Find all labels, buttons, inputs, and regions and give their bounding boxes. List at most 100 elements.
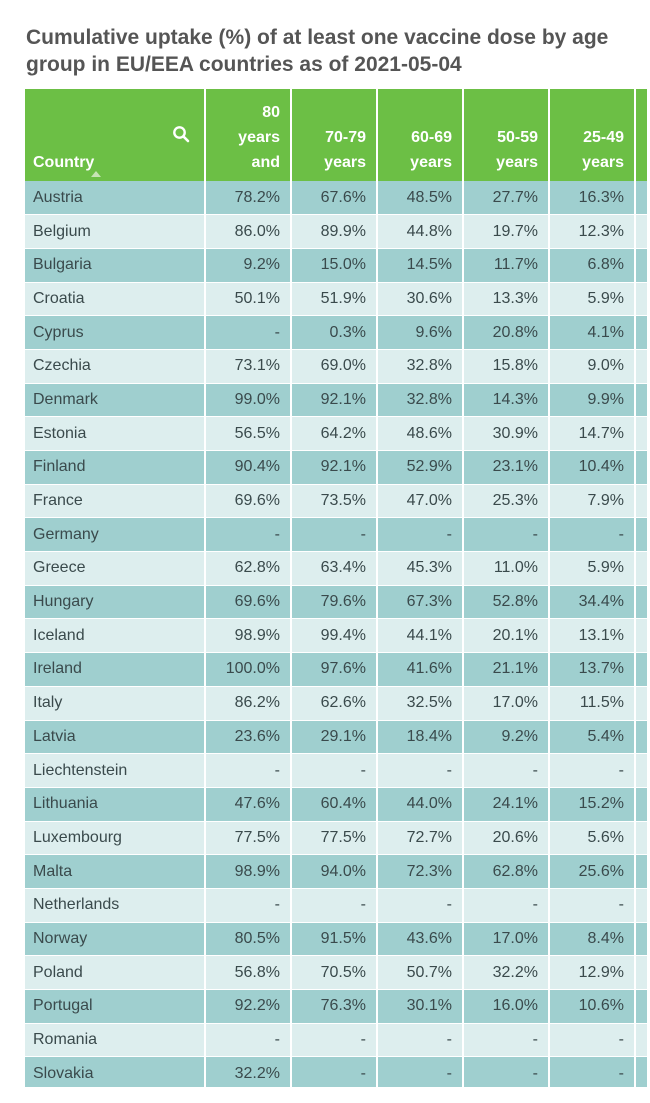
cell-70-79-years: 29.1% — [291, 720, 378, 755]
cell-overflow — [635, 450, 647, 485]
cell-country: Liechtenstein — [25, 753, 206, 788]
cell-country: Malta — [25, 854, 206, 889]
cell-country: Croatia — [25, 282, 206, 317]
cell-60-69-years: 30.6% — [377, 282, 464, 317]
cell-80-years: 98.9% — [205, 854, 292, 889]
column-header-country[interactable]: Country — [25, 89, 206, 181]
cell-60-69-years: 32.5% — [377, 686, 464, 721]
cell-overflow — [635, 517, 647, 553]
table-row: Croatia 50.1% 51.9% 30.6% 13.3% 5.9% — [25, 282, 647, 317]
cell-country: Romania — [25, 1023, 206, 1058]
cell-overflow — [635, 720, 647, 755]
column-header-80-years[interactable]: 80 years and — [205, 89, 292, 181]
vaccine-uptake-table-container[interactable]: Country 80 years and 70-79 years — [25, 89, 647, 1087]
column-header-50-59-years[interactable]: 50-59 years — [463, 89, 550, 181]
cell-country: Germany — [25, 517, 206, 553]
cell-70-79-years: 89.9% — [291, 214, 378, 249]
cell-country: Luxembourg — [25, 821, 206, 856]
cell-25-49-years: 12.9% — [549, 955, 636, 990]
cell-80-years: 86.2% — [205, 686, 292, 721]
cell-80-years: 78.2% — [205, 181, 292, 216]
cell-overflow — [635, 248, 647, 283]
cell-25-49-years: - — [549, 1056, 636, 1087]
cell-60-69-years: 48.5% — [377, 181, 464, 216]
cell-50-59-years: - — [463, 888, 550, 923]
cell-70-79-years: 69.0% — [291, 349, 378, 384]
cell-25-49-years: - — [549, 888, 636, 923]
cell-25-49-years: 10.6% — [549, 989, 636, 1024]
table-row: France 69.6% 73.5% 47.0% 25.3% 7.9% — [25, 484, 647, 519]
cell-60-69-years: 50.7% — [377, 955, 464, 990]
cell-60-69-years: - — [377, 1056, 464, 1087]
cell-70-79-years: 73.5% — [291, 484, 378, 519]
table-row: Germany - - - - - — [25, 517, 647, 553]
cell-80-years: - — [205, 753, 292, 788]
cell-60-69-years: 32.8% — [377, 383, 464, 418]
cell-80-years: - — [205, 888, 292, 923]
cell-50-59-years: - — [463, 1056, 550, 1087]
cell-80-years: 9.2% — [205, 248, 292, 283]
cell-80-years: 90.4% — [205, 450, 292, 485]
column-header-70-79-years-line1: 70-79 — [325, 129, 366, 146]
column-header-25-49-years[interactable]: 25-49 years — [549, 89, 636, 181]
cell-60-69-years: 72.7% — [377, 821, 464, 856]
cell-overflow — [635, 383, 647, 418]
cell-80-years: 86.0% — [205, 214, 292, 249]
cell-overflow — [635, 686, 647, 721]
cell-25-49-years: 5.9% — [549, 551, 636, 586]
cell-60-69-years: 48.6% — [377, 416, 464, 451]
column-header-50-59-years-line2: years — [496, 154, 538, 171]
cell-country: Norway — [25, 922, 206, 957]
cell-50-59-years: 52.8% — [463, 585, 550, 620]
cell-25-49-years: 5.6% — [549, 821, 636, 856]
cell-70-79-years: 94.0% — [291, 854, 378, 889]
cell-25-49-years: - — [549, 1023, 636, 1058]
cell-50-59-years: 20.8% — [463, 315, 550, 350]
cell-60-69-years: 44.1% — [377, 618, 464, 654]
cell-50-59-years: 15.8% — [463, 349, 550, 384]
cell-overflow — [635, 214, 647, 249]
cell-50-59-years: 17.0% — [463, 686, 550, 721]
column-header-50-59-years-line1: 50-59 — [497, 129, 538, 146]
cell-50-59-years: 14.3% — [463, 383, 550, 418]
cell-country: Hungary — [25, 585, 206, 620]
cell-country: Poland — [25, 955, 206, 990]
cell-25-49-years: 25.6% — [549, 854, 636, 889]
column-header-country-label: Country — [33, 154, 95, 171]
cell-80-years: 77.5% — [205, 821, 292, 856]
cell-25-49-years: 5.4% — [549, 720, 636, 755]
cell-country: Austria — [25, 181, 206, 216]
cell-70-79-years: 99.4% — [291, 618, 378, 654]
table-row: Denmark 99.0% 92.1% 32.8% 14.3% 9.9% — [25, 383, 647, 418]
column-header-25-49-years-line1: 25-49 — [583, 129, 624, 146]
table-body: Austria 78.2% 67.6% 48.5% 27.7% 16.3% Belgium 8… — [25, 181, 647, 1087]
cell-overflow — [635, 821, 647, 856]
cell-70-79-years: - — [291, 1023, 378, 1058]
table-row: Liechtenstein - - - - - — [25, 753, 647, 788]
sort-indicator-icon[interactable] — [91, 171, 101, 177]
cell-50-59-years: 27.7% — [463, 181, 550, 216]
table-row: Luxembourg 77.5% 77.5% 72.7% 20.6% 5.6% — [25, 821, 647, 856]
cell-country: Czechia — [25, 349, 206, 384]
cell-25-49-years: 13.7% — [549, 652, 636, 687]
cell-overflow — [635, 484, 647, 519]
cell-country: Portugal — [25, 989, 206, 1024]
cell-50-59-years: 17.0% — [463, 922, 550, 957]
cell-80-years: 47.6% — [205, 787, 292, 822]
column-header-70-79-years[interactable]: 70-79 years — [291, 89, 378, 181]
table-header: Country 80 years and 70-79 years — [25, 89, 647, 181]
cell-country: Slovakia — [25, 1056, 206, 1087]
cell-25-49-years: 11.5% — [549, 686, 636, 721]
cell-50-59-years: 16.0% — [463, 989, 550, 1024]
cell-80-years: 69.6% — [205, 484, 292, 519]
cell-80-years: 50.1% — [205, 282, 292, 317]
table-row: Slovakia 32.2% - - - - — [25, 1056, 647, 1087]
table-row: Iceland 98.9% 99.4% 44.1% 20.1% 13.1% — [25, 618, 647, 654]
cell-80-years: 69.6% — [205, 585, 292, 620]
search-icon[interactable] — [172, 125, 190, 143]
cell-50-59-years: 23.1% — [463, 450, 550, 485]
vaccine-uptake-table: Country 80 years and 70-79 years — [25, 89, 647, 1087]
cell-70-79-years: 76.3% — [291, 989, 378, 1024]
column-header-60-69-years[interactable]: 60-69 years — [377, 89, 464, 181]
header-row: Country 80 years and 70-79 years — [25, 89, 647, 181]
